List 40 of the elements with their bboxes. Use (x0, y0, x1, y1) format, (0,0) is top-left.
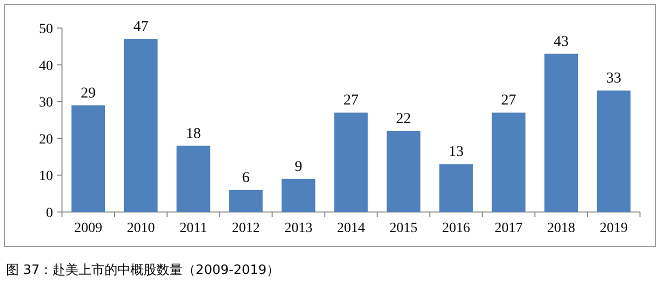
caption: 图 37：赴美上市的中概股数量（2009-2019） (6, 262, 280, 278)
y-tick-label: 0 (46, 206, 53, 221)
x-tick-label: 2010 (126, 221, 155, 236)
y-tick-label: 10 (39, 169, 53, 184)
bar (544, 54, 578, 212)
bar (176, 146, 210, 212)
data-label: 29 (80, 85, 96, 102)
bar (124, 39, 158, 212)
data-label: 27 (501, 92, 517, 109)
bar (229, 190, 263, 212)
bar (334, 112, 368, 212)
bar (492, 112, 526, 212)
x-tick-label: 2016 (442, 221, 470, 236)
y-tick-label: 30 (39, 96, 53, 111)
data-label: 27 (344, 92, 359, 109)
bar (596, 90, 631, 212)
x-tick-label: 2017 (494, 221, 523, 236)
data-label: 47 (133, 19, 149, 36)
x-tick-label: 2014 (337, 221, 365, 236)
data-label: 43 (554, 34, 569, 50)
data-label: 33 (606, 70, 622, 87)
x-tick-label: 2012 (232, 221, 260, 236)
x-tick-label: 2011 (180, 221, 208, 236)
x-tick-label: 2019 (600, 221, 628, 236)
bar (71, 105, 106, 212)
data-label: 18 (186, 126, 201, 142)
x-tick-label: 2009 (74, 221, 102, 236)
x-tick-label: 2013 (284, 221, 312, 236)
y-tick-label: 40 (39, 58, 53, 74)
y-tick-label: 20 (39, 132, 53, 148)
data-label: 22 (396, 111, 412, 128)
x-tick-label: 2018 (547, 221, 576, 236)
bar (282, 178, 316, 212)
y-tick-label: 50 (39, 22, 53, 37)
data-label: 9 (294, 158, 302, 175)
data-label: 6 (242, 170, 250, 186)
data-label: 13 (448, 144, 464, 160)
x-tick-label: 2015 (390, 221, 418, 236)
bar (439, 164, 473, 212)
bar (386, 131, 420, 212)
